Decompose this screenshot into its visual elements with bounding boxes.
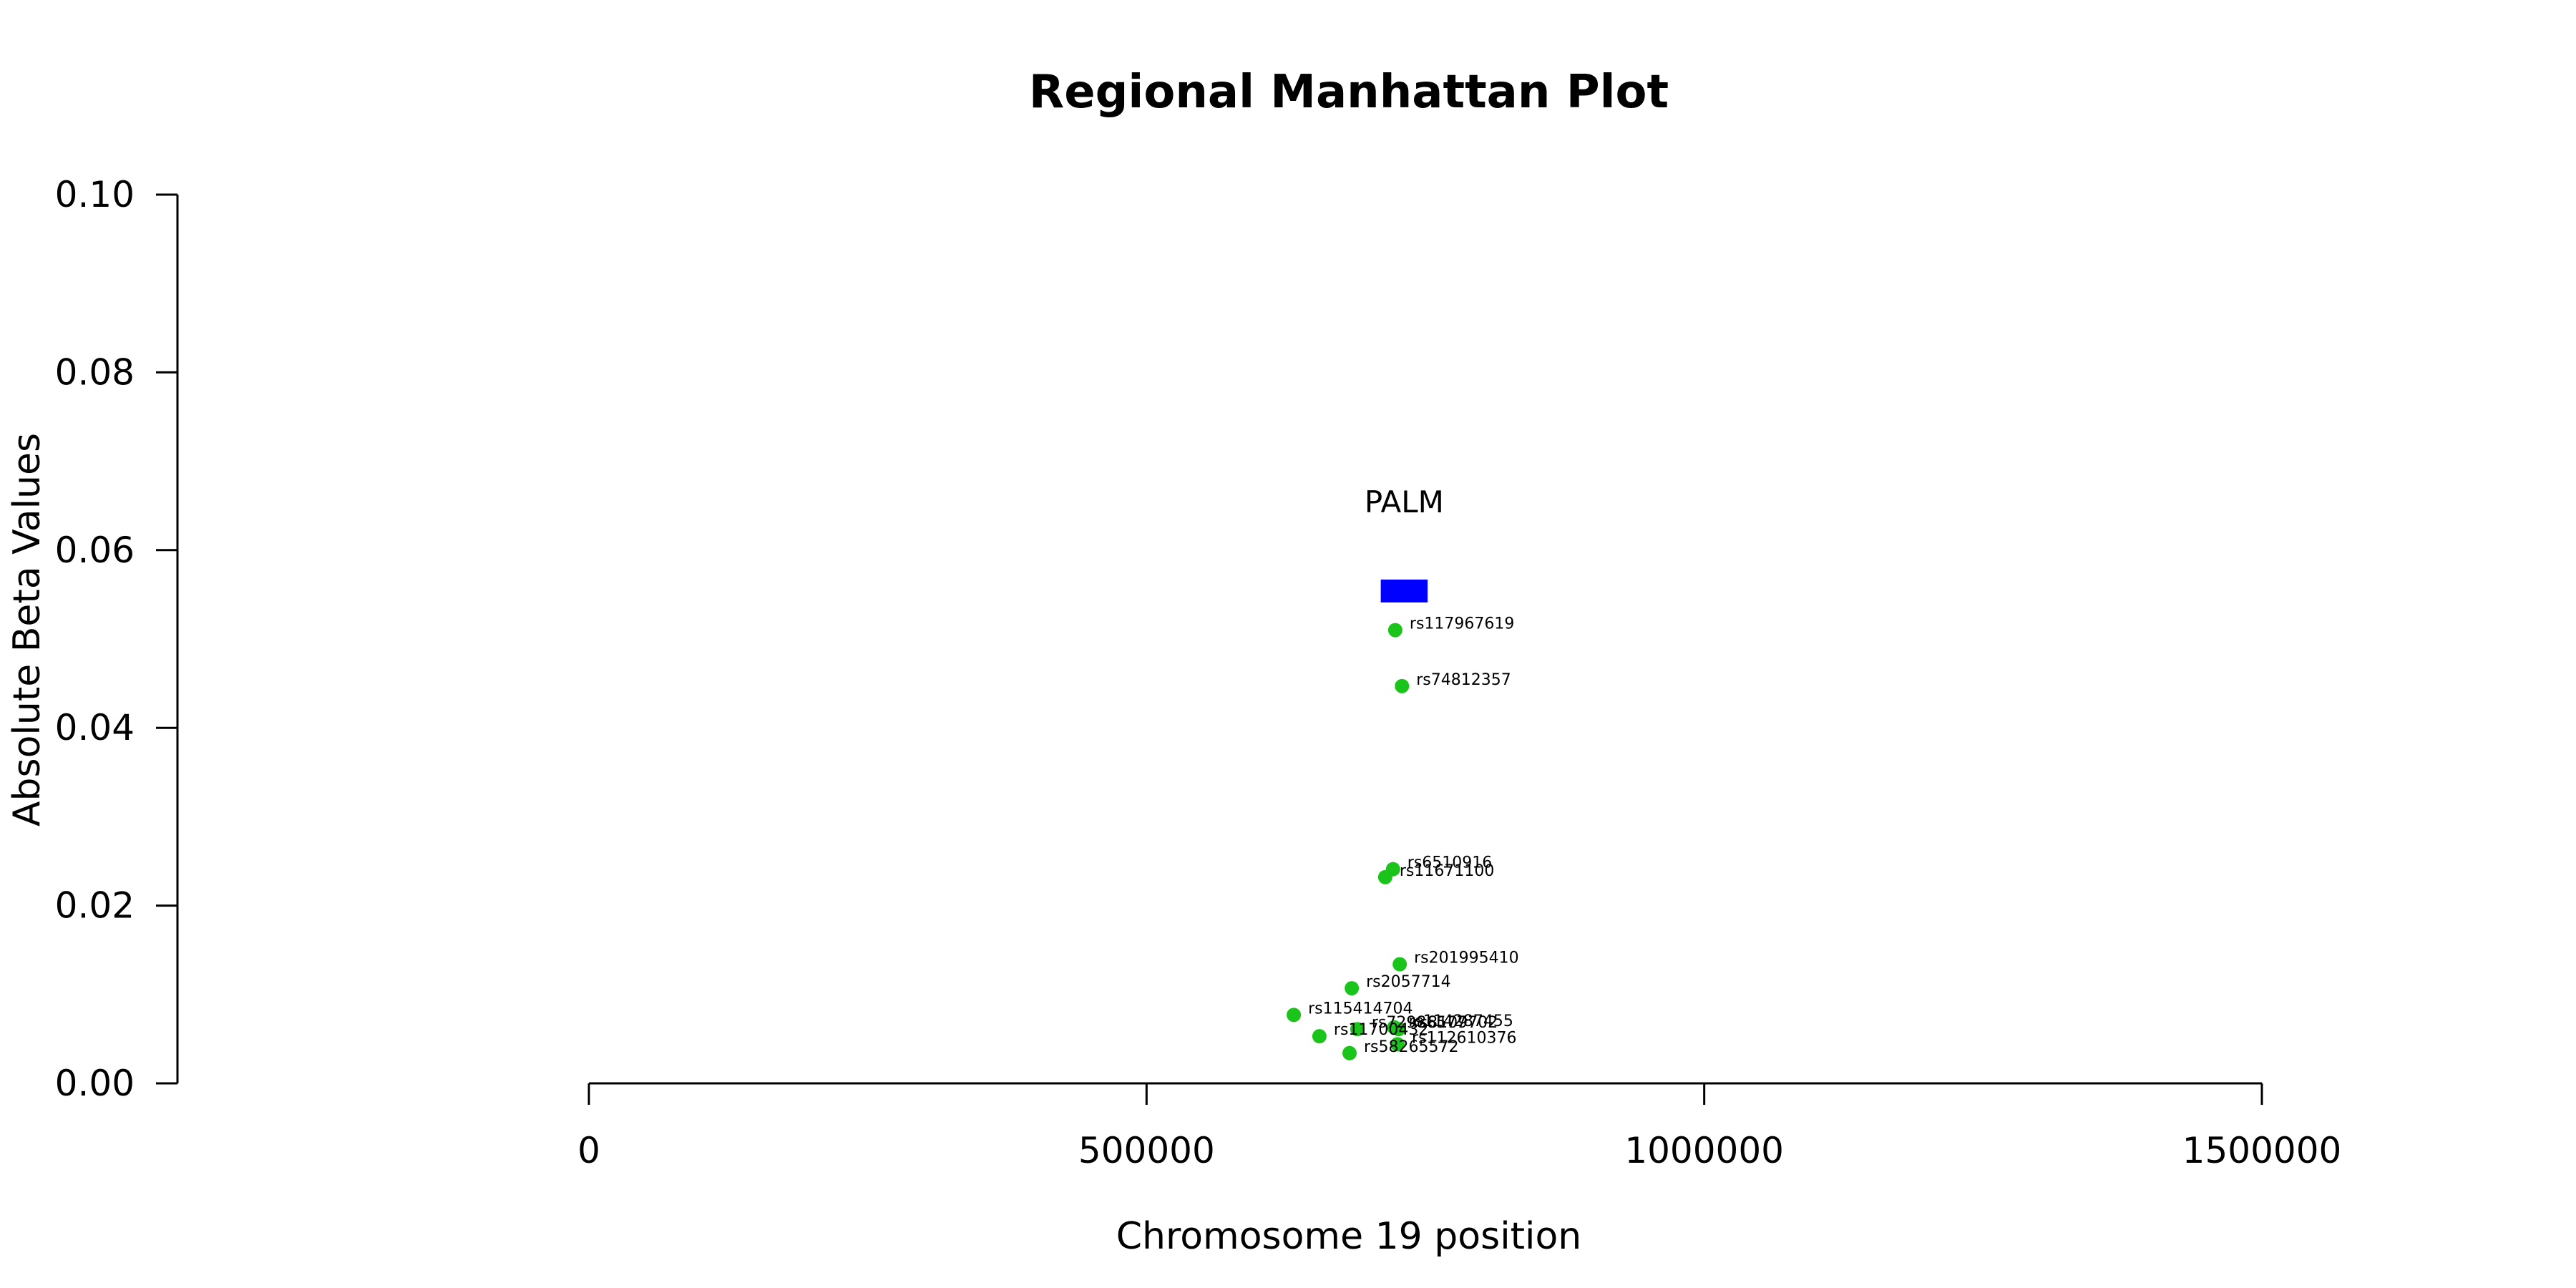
gene-track: PALM <box>1365 484 1444 602</box>
y-tick-label: 0.04 <box>55 707 135 748</box>
snp-label: rs58265572 <box>1364 1038 1458 1056</box>
x-tick-label: 500000 <box>1078 1130 1215 1171</box>
snp-point <box>1287 1008 1302 1023</box>
y-ticks: 0.00 0.02 0.04 0.06 0.08 0.10 <box>55 174 177 1104</box>
gene-label: PALM <box>1365 484 1444 519</box>
snp-label: rs114287455 <box>1408 1013 1513 1030</box>
y-tick-label: 0.02 <box>55 885 135 927</box>
x-tick-label: 1500000 <box>2182 1130 2342 1171</box>
snp-label: rs8109702 <box>1413 1014 1498 1032</box>
snp-point <box>1345 981 1360 996</box>
snp-label: rs6510916 <box>1407 854 1493 872</box>
snp-label: rs2057714 <box>1366 973 1451 991</box>
y-axis: 0.00 0.02 0.04 0.06 0.08 0.10 <box>55 174 179 1104</box>
snp-label: rs11671100 <box>1400 862 1494 880</box>
snp-point <box>1377 869 1392 884</box>
x-tick-label: 0 <box>577 1130 600 1171</box>
y-axis-label: Absolute Beta Values <box>6 433 49 826</box>
snp-label: rs11700432 <box>1334 1021 1428 1039</box>
snp-point <box>1391 1022 1406 1037</box>
x-axis-label: Chromosome 19 position <box>1116 1215 1582 1258</box>
x-ticks: 0 500000 1000000 1500000 <box>577 1083 2341 1171</box>
y-tick-label: 0.00 <box>55 1063 135 1104</box>
snp-point <box>1312 1029 1327 1044</box>
snp-label: rs117967619 <box>1410 615 1514 633</box>
y-tick-label: 0.06 <box>55 530 135 571</box>
snp-point <box>1342 1045 1357 1060</box>
snp-label: rs115414704 <box>1308 1000 1413 1018</box>
snp-point <box>1395 678 1410 693</box>
snp-point <box>1387 623 1402 638</box>
snp-label: rs72986577 <box>1372 1014 1466 1032</box>
gene-box <box>1380 579 1428 602</box>
snp-point <box>1390 1037 1405 1052</box>
x-axis: 0 500000 1000000 1500000 <box>577 1082 2341 1171</box>
snp-labels: rs117967619 rs74812357 rs6510916rs11671100… <box>1308 615 1519 1056</box>
snp-points <box>1287 623 1410 1060</box>
snp-label: rs112610376 <box>1412 1029 1516 1047</box>
snp-point <box>1350 1022 1365 1037</box>
snp-label: rs201995410 <box>1414 950 1518 967</box>
x-tick-label: 1000000 <box>1624 1130 1784 1171</box>
snp-label: rs74812357 <box>1416 671 1511 689</box>
y-tick-label: 0.10 <box>55 174 135 215</box>
y-tick-label: 0.08 <box>55 351 135 393</box>
snp-point <box>1392 957 1407 972</box>
chart-title: Regional Manhattan Plot <box>1029 66 1669 119</box>
